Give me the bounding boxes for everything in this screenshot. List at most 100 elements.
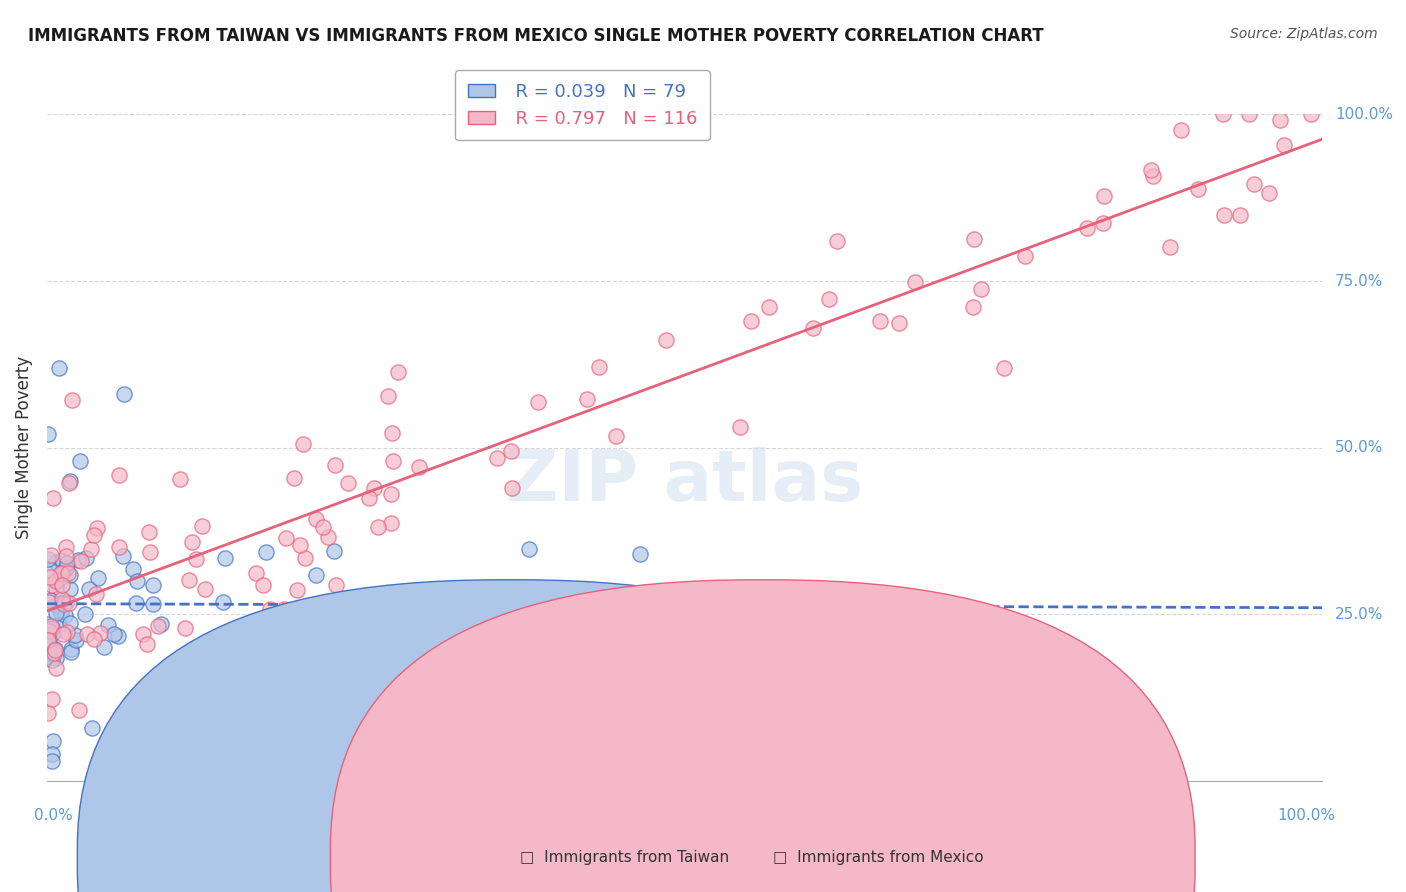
Point (112, 387, 135, 401)
Point (75, 551, 97, 566)
Point (501, 481, 523, 495)
Point (121, 562, 143, 576)
Point (904, 275, 927, 289)
Point (55, 561, 77, 575)
Point (86, 521, 108, 535)
Point (323, 458, 346, 472)
Point (56, 566, 79, 580)
Point (39, 548, 62, 562)
Point (1258, 186, 1281, 201)
Point (1014, 248, 1036, 262)
Point (560, 585, 582, 599)
Point (337, 475, 360, 490)
Point (174, 621, 197, 635)
Point (605, 429, 627, 443)
Point (67, 703, 90, 717)
Point (312, 520, 335, 534)
Point (285, 613, 308, 627)
Point (131, 627, 153, 641)
Point (1170, 122, 1192, 136)
Text: ZIP atlas: ZIP atlas (506, 447, 863, 516)
Point (740, 314, 762, 328)
Text: 0.0%: 0.0% (34, 807, 73, 822)
Point (181, 535, 204, 549)
Point (42, 734, 65, 748)
Point (291, 437, 314, 451)
Point (48, 618, 70, 632)
Point (304, 598, 326, 612)
Point (59, 645, 82, 659)
Point (194, 582, 217, 596)
Point (316, 530, 339, 544)
Point (142, 597, 165, 611)
Point (1299, 107, 1322, 121)
Point (357, 491, 380, 505)
Point (260, 620, 283, 634)
Point (70, 554, 93, 568)
Point (38, 570, 60, 584)
Text: 25.0%: 25.0% (1334, 607, 1384, 622)
Point (41, 754, 63, 768)
Y-axis label: Single Mother Poverty: Single Mother Poverty (15, 356, 32, 540)
Point (1243, 177, 1265, 191)
Point (83, 528, 105, 542)
Point (380, 487, 402, 501)
Point (67, 553, 90, 567)
Point (363, 481, 385, 495)
Point (628, 547, 651, 561)
Point (177, 574, 200, 588)
Point (1212, 107, 1234, 121)
Point (107, 629, 129, 643)
Point (45, 598, 67, 612)
Point (517, 542, 540, 557)
Point (73, 607, 96, 621)
Point (505, 599, 527, 613)
Point (51, 606, 73, 620)
Point (76, 627, 98, 641)
Point (169, 472, 191, 486)
Point (588, 359, 610, 374)
Point (45, 574, 67, 588)
Point (44, 641, 66, 656)
Point (37, 427, 59, 442)
Text: □  Immigrants from Mexico: □ Immigrants from Mexico (773, 850, 984, 865)
Point (38, 624, 60, 638)
Point (38, 563, 60, 577)
Point (665, 648, 688, 663)
Point (59, 615, 82, 630)
Point (887, 316, 910, 330)
Point (381, 454, 404, 468)
Point (273, 601, 295, 615)
Legend:   R = 0.039   N = 79,   R = 0.797   N = 116: R = 0.039 N = 79, R = 0.797 N = 116 (456, 70, 710, 140)
Point (1076, 220, 1098, 235)
Point (138, 524, 160, 539)
Point (1213, 208, 1236, 222)
Point (55, 625, 77, 640)
Point (758, 300, 780, 314)
Point (1159, 240, 1181, 254)
Point (41, 747, 63, 762)
Point (59, 582, 82, 596)
Point (285, 583, 308, 598)
Point (39, 618, 62, 632)
Point (108, 540, 131, 554)
Point (41, 691, 63, 706)
Point (150, 617, 173, 632)
Point (305, 567, 328, 582)
Point (39, 593, 62, 607)
Point (304, 512, 326, 526)
Point (146, 619, 169, 633)
Point (1092, 216, 1115, 230)
Point (89, 626, 111, 640)
Point (325, 578, 347, 592)
Point (254, 545, 277, 559)
Point (38, 595, 60, 609)
Point (55, 540, 77, 554)
Point (111, 549, 134, 563)
Point (381, 425, 404, 440)
Point (41, 625, 63, 640)
Point (87, 571, 110, 585)
Point (37, 628, 59, 642)
Point (1142, 169, 1164, 183)
Point (803, 320, 825, 334)
